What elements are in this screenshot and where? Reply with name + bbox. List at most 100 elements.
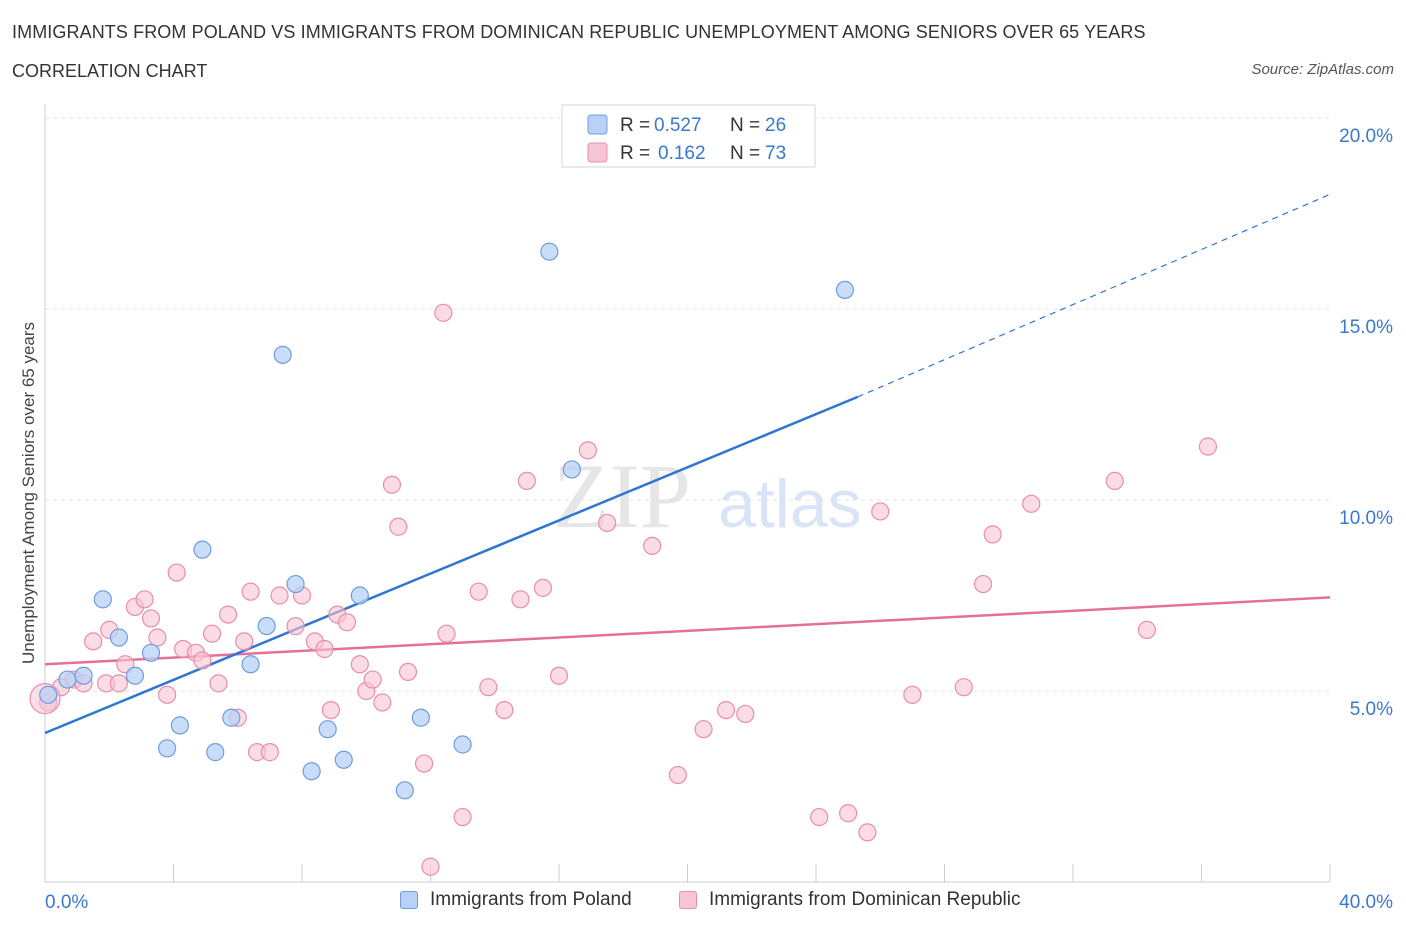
poland-trend-extension (857, 193, 1331, 398)
poland-point (286, 574, 305, 594)
dominican-point (469, 582, 488, 601)
poland-point (350, 586, 369, 605)
dominican-point (511, 590, 530, 609)
dominican-point (517, 471, 536, 490)
dominican-point (109, 674, 128, 693)
y-tick-label-1: 10.0% (1339, 508, 1393, 529)
dominican-point (135, 590, 154, 609)
stats-r-label-poland: R = (620, 115, 650, 136)
legend-swatch-poland (400, 891, 418, 909)
dominican-point (421, 857, 440, 876)
dominican-point (350, 655, 369, 674)
dominican-point (858, 823, 877, 842)
legend-swatch-dominican (679, 891, 697, 909)
dominican-point (270, 586, 289, 605)
dominican-point (578, 441, 598, 460)
poland-point (334, 750, 353, 769)
dominican-point (148, 628, 167, 647)
trend-lines (44, 193, 1331, 735)
dominican-point (235, 632, 254, 651)
dominican-point (716, 700, 736, 720)
y-tick-label-0: 5.0% (1350, 699, 1393, 720)
x-tick-label-start: 0.0% (45, 892, 88, 913)
dominican-point (1022, 494, 1041, 513)
dominican-point (871, 502, 890, 521)
poland-point (109, 628, 128, 647)
dominican-point (373, 693, 392, 712)
poland-point (411, 708, 430, 727)
chart-title: IMMIGRANTS FROM POLAND VS IMMIGRANTS FRO… (12, 22, 1146, 42)
stats-r-value-poland: 0.527 (654, 115, 702, 136)
poland-point (273, 345, 292, 364)
dominican-point (260, 743, 279, 762)
dominican-point (1105, 471, 1124, 490)
dominican-point (437, 624, 456, 643)
watermark-atlas: atlas (718, 466, 862, 542)
legend-item-dominican: Immigrants from Dominican Republic (679, 889, 1021, 911)
gridlines (45, 117, 1330, 692)
poland-point (74, 666, 93, 685)
poland-point (157, 739, 177, 758)
dominican-point (321, 700, 341, 720)
dominican-point (141, 609, 161, 628)
dominican-point (810, 807, 829, 827)
chart-subtitle: CORRELATION CHART (12, 61, 208, 81)
dominican-point (736, 704, 755, 724)
legend-label-dominican: Immigrants from Dominican Republic (709, 889, 1021, 910)
poland-point (39, 685, 58, 704)
dominican-point (1137, 620, 1156, 639)
poland-point (170, 716, 190, 735)
dominican-point (903, 685, 922, 704)
poland-point (257, 616, 276, 636)
watermark-zip: ZIP (553, 445, 691, 547)
dominican-points (29, 303, 1218, 876)
stats-n-label-poland: N = (730, 115, 760, 136)
y-axis-label: Unemployment Among Seniors over 65 years (19, 322, 38, 664)
dominican-point (219, 605, 238, 624)
dominican-point (533, 578, 553, 597)
poland-point (58, 670, 77, 689)
poland-point (453, 735, 472, 754)
dominican-trend-line (44, 596, 1331, 666)
dominican-point (495, 700, 514, 720)
poland-point (93, 590, 112, 609)
dominican-point (549, 666, 569, 685)
dominican-point (1198, 437, 1218, 456)
y-tick-label-3: 20.0% (1339, 126, 1393, 147)
dominican-point (694, 720, 713, 739)
dominican-point (202, 624, 222, 643)
y-tick-label-2: 15.0% (1339, 317, 1393, 338)
dominican-point (954, 678, 973, 697)
poland-point (318, 720, 337, 739)
poland-point (241, 655, 260, 674)
dominican-point (286, 616, 305, 636)
dominican-point (398, 662, 418, 682)
poland-point (206, 743, 225, 762)
legend-label-poland: Immigrants from Poland (430, 889, 632, 910)
dominican-point (453, 807, 472, 827)
stats-swatch-poland (587, 114, 608, 135)
x-tick-label-end: 40.0% (1339, 892, 1393, 913)
dominican-point (643, 536, 662, 555)
poland-points (39, 242, 855, 800)
stats-swatch-dominican (587, 142, 608, 163)
dominican-point (389, 517, 408, 536)
axes (44, 104, 1331, 883)
stats-n-value-dominican: 73 (765, 143, 786, 164)
dominican-point (983, 525, 1002, 544)
dominican-point (315, 639, 334, 659)
dominican-point (382, 475, 402, 494)
dominican-point (668, 765, 687, 785)
dominican-point (434, 303, 453, 322)
legend-item-poland: Immigrants from Poland (400, 889, 632, 911)
watermark: ZIP atlas (553, 445, 862, 547)
poland-point (835, 280, 855, 299)
stats-n-value-poland: 26 (765, 115, 786, 136)
dominican-point (193, 651, 212, 670)
dominican-point (839, 804, 858, 823)
stats-r-value-dominican: 0.162 (658, 143, 706, 164)
poland-point (540, 242, 559, 261)
stats-legend: R = 0.527 N = 26 R = 0.162 N = 73 (561, 104, 816, 168)
dominican-point (598, 513, 617, 533)
